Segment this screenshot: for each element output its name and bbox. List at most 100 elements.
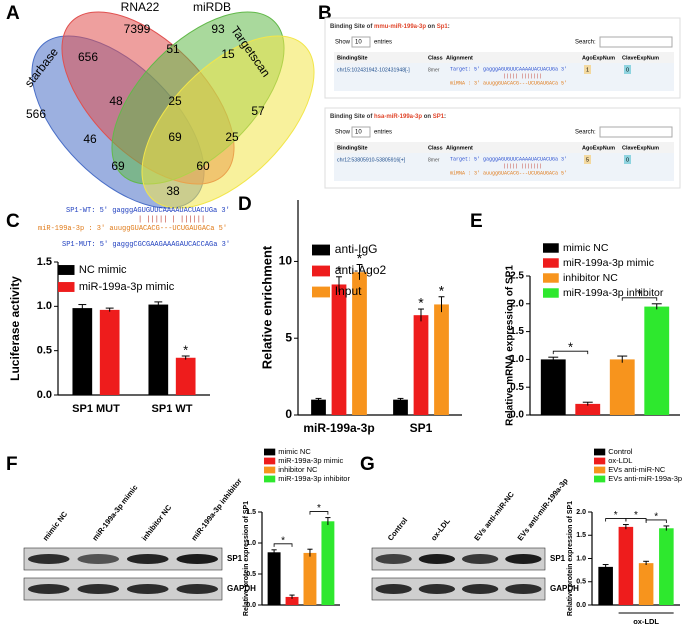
legend-swatch: [264, 457, 276, 465]
bar: [540, 359, 566, 415]
lane-label: ox-LDL: [429, 516, 452, 542]
legend-swatch: [594, 448, 606, 456]
entries-select[interactable]: [351, 126, 371, 138]
ago-count: 5: [586, 157, 589, 163]
y-tick-label: 0.0: [576, 602, 586, 609]
venn-set-label: RNA22: [121, 0, 160, 14]
bar: [321, 521, 335, 605]
search-input[interactable]: [599, 36, 673, 48]
entries-select[interactable]: [351, 36, 371, 48]
sequence-line: SP1-MUT: 5' gagggCGCGAAGAAAGAUCACCAGa 3': [62, 241, 230, 249]
panel-letter: G: [360, 454, 375, 475]
bar: [659, 528, 674, 605]
title-part: mmu-miR-199a-3p: [374, 24, 426, 30]
group-label: ox-LDL: [633, 617, 659, 626]
error-bar: [622, 524, 629, 530]
venn-count: 46: [83, 132, 97, 146]
legend-swatch: [312, 244, 330, 256]
venn-count: 566: [26, 107, 46, 121]
legend-label: miR-199a-3p inhibitor: [563, 287, 664, 299]
legend-label: miR-199a-3p mimic: [563, 257, 654, 269]
clave-count: 0: [626, 67, 629, 73]
legend-label: miR-199a-3p mimic: [79, 281, 175, 293]
significance-bracket: [645, 519, 667, 523]
search-label: Search:: [575, 130, 596, 136]
error-bar: [289, 594, 295, 599]
blot-band: [27, 554, 70, 564]
error-bar: [438, 296, 445, 313]
venn-count: 60: [196, 159, 210, 173]
title-part: :: [444, 114, 446, 120]
y-tick-label: 1.0: [576, 555, 586, 562]
bar: [175, 357, 196, 395]
y-axis-label: Relative mRNA expression of SP1: [505, 265, 516, 426]
bar: [99, 309, 120, 395]
legend-label: ox-LDL: [608, 456, 632, 465]
legend-swatch: [543, 258, 559, 268]
column-header: AgoExpNum: [582, 145, 615, 151]
venn-count: 57: [251, 104, 265, 118]
bar: [413, 315, 429, 415]
significance-mark: *: [439, 282, 445, 298]
y-tick-label: 0.5: [510, 382, 524, 393]
lane-label: inhibitor NC: [140, 503, 174, 543]
error-bar: [181, 355, 190, 360]
bar: [638, 563, 654, 605]
bar: [311, 399, 326, 415]
y-tick-label: 10: [279, 254, 293, 268]
bracket-mark: *: [654, 512, 658, 523]
lane-label: miR-199a-3p mimic: [90, 483, 139, 542]
legend-label: Control: [608, 447, 633, 456]
column-header: Class: [428, 145, 443, 151]
y-tick-label: 1.5: [37, 256, 52, 268]
ago-count: 1: [586, 67, 589, 73]
lane-label: EVs anti-miR-NC: [472, 489, 516, 542]
legend-swatch: [543, 273, 559, 283]
bar: [72, 308, 93, 395]
venn-count: 93: [211, 22, 225, 36]
sequence-line: miR-199a-3p : 3' auuggGUACACG---UCUGAUGA…: [38, 225, 227, 233]
bar: [303, 552, 317, 605]
bar: [598, 566, 613, 605]
entries-label: entries: [374, 130, 392, 136]
y-tick-label: 5: [285, 330, 292, 344]
bracket-mark: *: [568, 340, 573, 355]
bracket-mark: *: [637, 286, 642, 301]
search-label: Search:: [575, 40, 596, 46]
header-row: [334, 142, 674, 153]
y-axis-label: Relative protein expression of SP1: [567, 501, 574, 616]
column-header: AgoExpNum: [582, 55, 615, 61]
error-bar: [548, 356, 559, 362]
error-bar: [663, 525, 670, 531]
alignment-line: miRNA : 3' auuggGUACACG---UCUGAUGACa 5': [450, 80, 567, 86]
blot-strip: [371, 577, 546, 601]
y-tick-label: 0: [285, 407, 292, 421]
alignment-line: ||||| |||||||: [503, 73, 542, 79]
legend-swatch: [312, 286, 330, 298]
title-part: :: [448, 24, 450, 30]
blot-band: [505, 584, 542, 594]
blot-band: [126, 584, 169, 594]
title-part: Sp1: [437, 24, 449, 30]
title-part: Binding Site of: [330, 24, 374, 30]
lane-label: EVs anti-miR-199a-3p: [515, 476, 570, 542]
blot-band: [176, 584, 219, 594]
y-axis-label: Relative protein expression of SP1: [243, 501, 250, 616]
significance-mark: *: [357, 250, 363, 266]
y-tick-label: 0.5: [576, 579, 586, 586]
legend-label: miR-199a-3p inhibitor: [278, 474, 350, 483]
legend-swatch: [312, 265, 330, 277]
lane-label: miR-199a-3p inhibitor: [189, 476, 243, 542]
search-input[interactable]: [599, 126, 673, 138]
legend-label: inhibitor NC: [563, 272, 618, 284]
legend-swatch: [594, 466, 606, 474]
column-header: ClaveExpNum: [622, 55, 659, 61]
blot-strip: [371, 547, 546, 571]
bar: [618, 526, 634, 605]
y-tick-label: 0.5: [37, 345, 52, 357]
legend-label: miR-199a-3p mimic: [278, 456, 343, 465]
y-tick-label: 0.0: [246, 602, 256, 609]
legend-swatch: [264, 475, 276, 483]
blot-strip: [23, 547, 223, 571]
